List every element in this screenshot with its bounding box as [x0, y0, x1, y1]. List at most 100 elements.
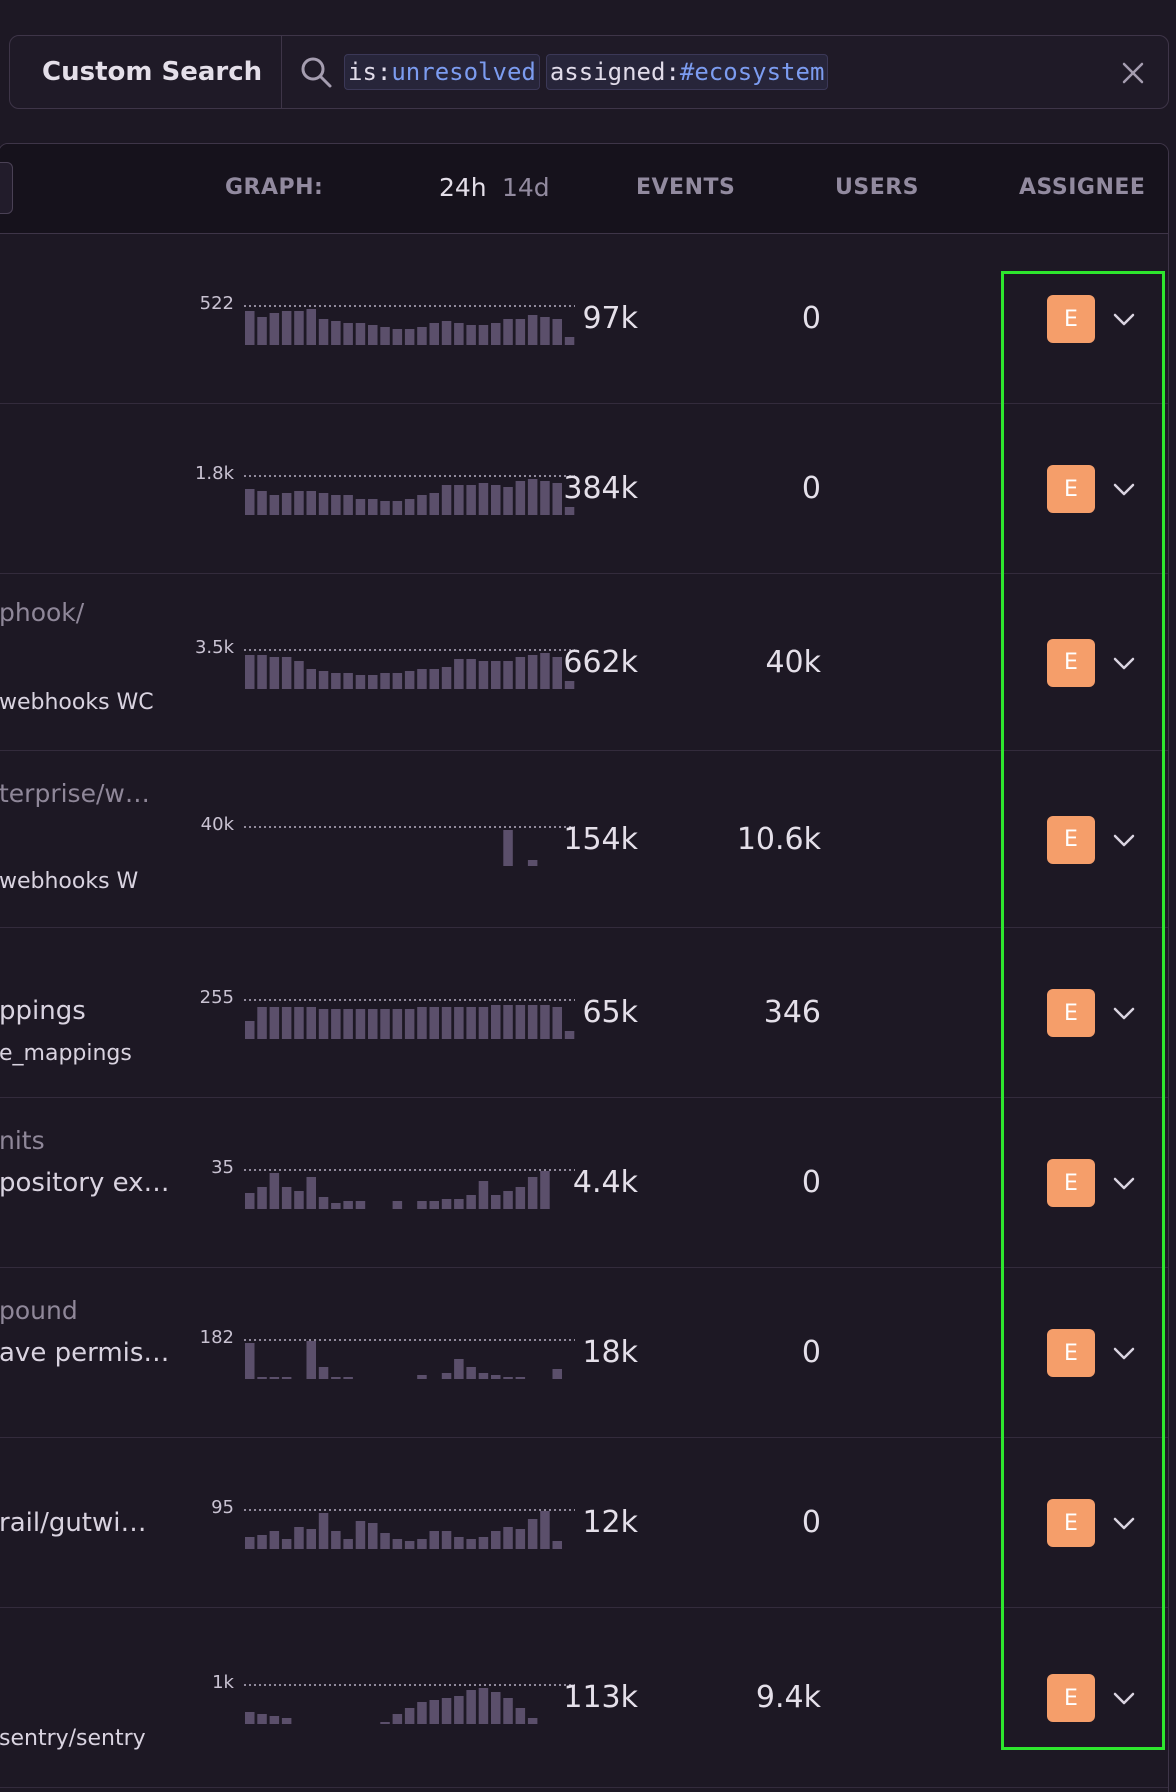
sparkline-bar — [392, 501, 403, 515]
saved-search-button[interactable]: Custom Search — [10, 36, 282, 108]
event-sparkline[interactable]: 95 — [189, 1499, 579, 1549]
table-row[interactable]: phook/webhooks WC 3.5k 662k 40k E — [0, 574, 1168, 751]
sparkline-bar — [404, 670, 415, 689]
sparkline-bar — [306, 1529, 316, 1549]
sparkline-bar — [478, 660, 489, 689]
sparkline-bar — [404, 1009, 415, 1039]
assignee-avatar[interactable]: E — [1047, 989, 1095, 1037]
issue-title[interactable]: nits — [0, 1126, 45, 1155]
users-count: 0 — [801, 471, 821, 506]
assignee-avatar[interactable]: E — [1047, 295, 1095, 343]
event-sparkline[interactable]: 182 — [189, 1329, 579, 1379]
chevron-down-icon[interactable] — [1111, 1340, 1137, 1366]
sparkline-bar — [404, 499, 415, 515]
sparkline-bar — [454, 1199, 464, 1209]
sparkline-bar — [343, 1201, 353, 1209]
chevron-down-icon[interactable] — [1111, 1510, 1137, 1536]
sparkline-bar — [417, 1539, 427, 1549]
sparkline-bar — [454, 658, 464, 689]
event-sparkline[interactable]: 1k — [189, 1674, 579, 1724]
event-sparkline[interactable]: 40k — [189, 816, 579, 866]
users-header[interactable]: USERS — [835, 175, 920, 200]
issue-message: ave permis… — [0, 1338, 170, 1368]
issue-title[interactable]: terprise/w… — [0, 779, 150, 808]
sparkline-bar — [269, 1173, 280, 1209]
sparkline-bar — [454, 1359, 464, 1379]
events-count: 4.4k — [572, 1165, 638, 1200]
table-row[interactable]: nits pository ex… 35 4.4k 0 E — [0, 1098, 1168, 1268]
sparkline-bar — [478, 1007, 489, 1039]
period-24h-toggle[interactable]: 24h — [439, 173, 487, 202]
sparkline-bar — [478, 1181, 489, 1209]
search-token-assigned[interactable]: assigned:#ecosystem — [545, 54, 829, 90]
sparkline-bar — [503, 487, 513, 515]
sparkline-bar — [441, 1531, 452, 1549]
actions-dropdown[interactable] — [0, 162, 13, 214]
table-row[interactable]: sentry/sentry 1k 113k 9.4k E — [0, 1608, 1168, 1788]
sparkline-bar — [515, 319, 526, 345]
table-row[interactable]: 522 97k 0 E — [0, 234, 1168, 404]
sparkline-bar — [441, 666, 452, 689]
sparkline-max-label: 182 — [200, 1329, 234, 1348]
chevron-down-icon[interactable] — [1111, 650, 1137, 676]
sparkline-bar — [454, 485, 464, 515]
chevron-down-icon[interactable] — [1111, 1685, 1137, 1711]
table-row[interactable]: ppings e_mappings 255 65k 346 E — [0, 928, 1168, 1098]
assignee-avatar[interactable]: E — [1047, 815, 1095, 864]
events-header[interactable]: EVENTS — [636, 175, 736, 200]
table-row[interactable]: pound ave permis… 182 18k 0 E — [0, 1268, 1168, 1438]
event-sparkline[interactable]: 1.8k — [189, 465, 579, 515]
search-input[interactable]: is:unresolved assigned:#ecosystem — [282, 36, 1168, 108]
issue-message: pository ex… — [0, 1168, 170, 1198]
sparkline-bar — [503, 1698, 513, 1724]
event-sparkline[interactable]: 35 — [189, 1159, 579, 1209]
issue-title[interactable]: pound — [0, 1296, 78, 1325]
sparkline-bar — [441, 1007, 452, 1039]
sparkline-bar — [380, 1533, 390, 1549]
sparkline-bar — [564, 507, 575, 515]
chevron-down-icon[interactable] — [1111, 1000, 1137, 1026]
users-count: 0 — [801, 1335, 821, 1370]
sparkline-bar — [540, 481, 550, 515]
chevron-down-icon[interactable] — [1111, 827, 1137, 853]
table-row[interactable]: 1.8k 384k 0 E — [0, 404, 1168, 574]
sparkline-bar — [392, 1009, 403, 1039]
assignee-avatar[interactable]: E — [1047, 1159, 1095, 1207]
chevron-down-icon[interactable] — [1111, 1170, 1137, 1196]
sparkline-bar — [343, 323, 353, 345]
assignee-avatar[interactable]: E — [1047, 1674, 1095, 1722]
table-row[interactable]: rail/gutwi… 95 12k 0 E — [0, 1438, 1168, 1608]
sparkline-bar — [491, 323, 501, 345]
assignee-column-highlight — [1001, 271, 1165, 1750]
event-sparkline[interactable]: 255 — [189, 989, 579, 1039]
assignee-avatar[interactable]: E — [1047, 465, 1095, 513]
chevron-down-icon[interactable] — [1111, 306, 1137, 332]
chevron-down-icon[interactable] — [1111, 476, 1137, 502]
users-count: 10.6k — [736, 821, 821, 857]
event-sparkline[interactable]: 3.5k — [189, 639, 579, 689]
sparkline-bar — [564, 337, 575, 345]
sparkline-max-label: 95 — [211, 1499, 234, 1518]
sparkline-bar — [331, 672, 341, 689]
sparkline-bar — [503, 829, 513, 866]
sparkline-bar — [380, 1009, 390, 1039]
table-row[interactable]: terprise/w… webhooks W 40k 154k 10.6k E — [0, 751, 1168, 928]
event-sparkline[interactable]: 522 — [189, 295, 579, 345]
sparkline-bar — [281, 1007, 292, 1039]
search-icon — [301, 57, 332, 88]
assignee-avatar[interactable]: E — [1047, 638, 1095, 687]
period-14d-toggle[interactable]: 14d — [502, 173, 550, 202]
sparkline-bar — [515, 1187, 526, 1209]
sparkline-bar — [269, 1531, 280, 1549]
sparkline-bar — [429, 493, 439, 515]
sparkline-bar — [306, 309, 316, 345]
close-icon[interactable] — [1118, 58, 1148, 88]
sparkline-max-label: 40k — [201, 816, 235, 835]
assignee-avatar[interactable]: E — [1047, 1499, 1095, 1547]
search-token-status[interactable]: is:unresolved — [344, 54, 540, 90]
sparkline-bar — [318, 670, 329, 689]
sparkline-bar — [281, 656, 292, 689]
assignee-avatar[interactable]: E — [1047, 1329, 1095, 1377]
issue-title[interactable]: phook/ — [0, 598, 85, 627]
sparkline-bar — [245, 1712, 255, 1724]
